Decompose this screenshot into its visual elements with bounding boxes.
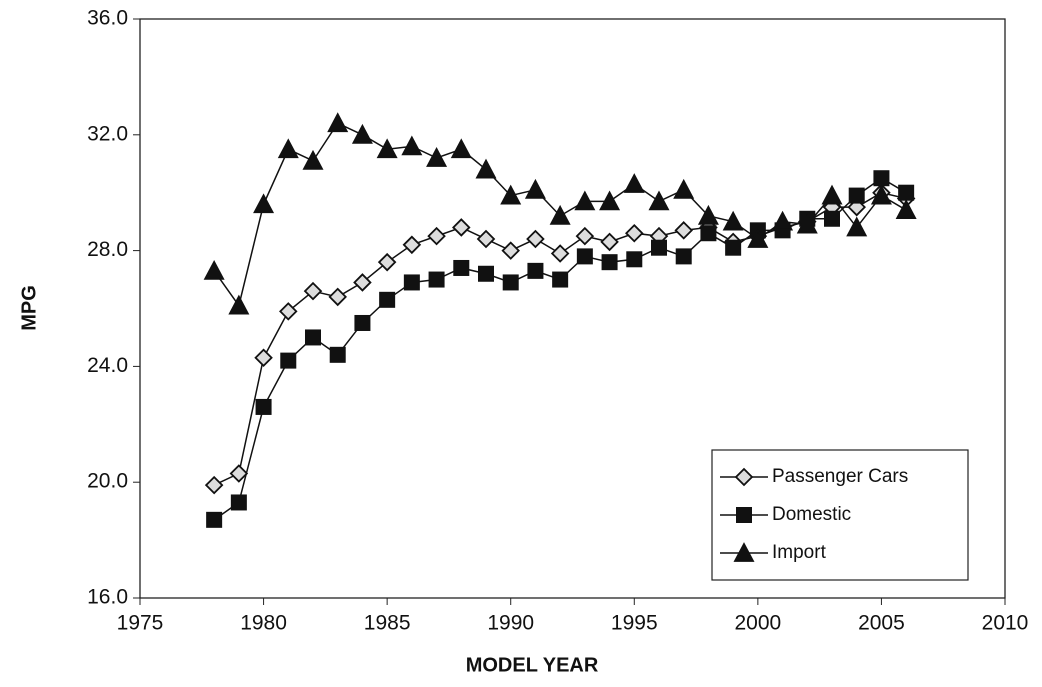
marker [229,464,249,483]
marker [403,274,420,291]
x-tick-label: 1975 [117,612,164,635]
marker [848,187,865,204]
marker [476,229,496,249]
marker [329,346,346,363]
marker [452,218,471,237]
marker [552,271,569,288]
marker [575,226,595,246]
marker [328,287,347,307]
marker [478,265,494,282]
marker [255,398,272,415]
y-tick-label: 20.0 [87,470,128,493]
marker [625,223,644,243]
marker [824,210,840,227]
marker [648,190,670,211]
marker [524,178,546,199]
marker [846,216,868,237]
marker [600,232,619,252]
marker [353,273,372,292]
marker [601,254,618,271]
y-tick-label: 24.0 [87,354,128,377]
x-tick-label: 1980 [240,612,287,635]
legend-marker [736,507,752,523]
marker [428,271,445,288]
marker [426,147,448,167]
marker [379,291,396,308]
marker [895,199,917,219]
marker [254,348,273,367]
marker [377,252,397,272]
y-tick-label: 16.0 [87,586,128,609]
marker [576,248,593,265]
marker [673,178,695,199]
marker [870,184,892,205]
marker [279,302,298,321]
marker [898,184,915,201]
marker [354,314,371,331]
marker [550,244,570,263]
x-tick-label: 1995 [611,612,658,635]
marker [725,239,742,256]
marker [327,112,349,133]
marker [450,138,472,159]
x-axis-title: MODEL YEAR [466,654,599,676]
marker [722,210,744,231]
y-tick-label: 32.0 [87,122,128,145]
marker [427,226,446,246]
marker [821,184,843,205]
marker [747,228,769,248]
marker [351,123,373,144]
marker [453,259,470,276]
marker [501,241,520,260]
y-tick-label: 36.0 [87,7,128,30]
marker [303,281,323,301]
marker [401,135,423,156]
x-tick-label: 1990 [487,612,534,635]
marker [230,494,247,511]
marker [700,225,717,242]
x-tick-label: 2010 [982,612,1029,635]
x-tick-label: 1985 [364,612,411,635]
marker [574,190,596,211]
marker [228,294,250,315]
legend-marker [733,542,755,562]
x-tick-label: 2000 [734,612,781,635]
marker [675,248,692,265]
marker [599,190,621,211]
marker [475,158,497,179]
legend-label: Domestic [772,504,851,525]
marker [796,213,818,234]
marker [402,235,422,255]
marker [549,204,571,225]
marker [626,251,643,268]
y-axis-title: MPG [18,285,40,331]
marker [697,204,719,225]
marker [376,138,398,159]
marker [623,173,645,193]
marker [253,193,275,214]
legend-label: Import [772,542,827,563]
marker [527,262,544,279]
plot-frame [139,18,1006,599]
x-tick-label: 2005 [858,612,905,635]
marker [651,239,667,256]
marker [206,511,223,528]
marker [204,475,224,495]
marker [305,329,321,346]
legend-label: Passenger Cars [772,466,908,487]
marker [500,184,522,205]
marker [873,170,890,187]
marker [280,352,297,369]
marker [302,149,324,170]
marker [277,138,299,159]
marker [203,259,225,280]
marker [526,229,545,249]
y-tick-label: 28.0 [87,238,128,261]
marker [772,210,794,231]
marker [502,274,519,291]
legend-marker [734,467,754,487]
marker [674,221,693,240]
